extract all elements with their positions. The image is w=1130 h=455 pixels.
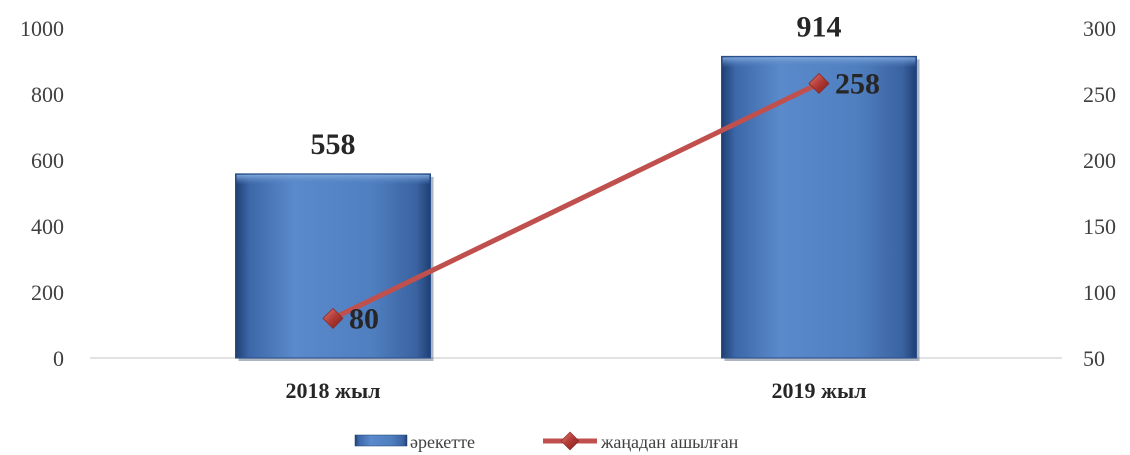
left-axis-ticks: 0 200 400 600 800 1000 [20, 16, 64, 371]
right-tick-label: 300 [1083, 16, 1116, 41]
line-value-label: 80 [349, 302, 379, 335]
bar-highlight [722, 57, 916, 68]
right-tick-label: 150 [1083, 214, 1116, 239]
legend: әрекетте жаңадан ашылған [354, 431, 739, 452]
left-tick-label: 0 [53, 346, 64, 371]
line-point-marker [322, 307, 344, 329]
legend-line-label: жаңадан ашылған [600, 432, 739, 452]
left-tick-label: 800 [31, 82, 64, 107]
bar-value-label: 558 [311, 128, 356, 161]
line-value-label: 258 [835, 67, 880, 100]
line-path [330, 80, 822, 321]
legend-diamond-marker [560, 431, 580, 451]
right-tick-label: 50 [1083, 346, 1105, 371]
bar-series [235, 55, 920, 361]
bar [235, 173, 431, 359]
bar [721, 55, 917, 359]
right-tick-label: 100 [1083, 280, 1116, 305]
left-tick-label: 200 [31, 280, 64, 305]
left-tick-label: 1000 [20, 16, 64, 41]
line-data-labels: 80 258 [349, 67, 880, 335]
line-series [322, 72, 830, 329]
line-point-marker [808, 72, 830, 95]
category-labels: 2018 жыл 2019 жыл [286, 378, 867, 403]
right-axis-ticks: 50 100 150 200 250 300 [1083, 16, 1116, 371]
left-tick-label: 600 [31, 148, 64, 173]
legend-bar-swatch [354, 434, 408, 447]
bar-highlight [236, 174, 430, 185]
legend-bar-label: әрекетте [410, 432, 475, 452]
category-label: 2019 жыл [772, 378, 867, 403]
bar-value-label: 914 [797, 10, 842, 43]
left-tick-label: 400 [31, 214, 64, 239]
right-tick-label: 200 [1083, 148, 1116, 173]
right-tick-label: 250 [1083, 82, 1116, 107]
legend-item-line: жаңадан ашылған [543, 431, 739, 452]
bar-data-labels: 558 914 [311, 10, 842, 160]
category-label: 2018 жыл [286, 378, 381, 403]
legend-item-bar: әрекетте [354, 432, 475, 452]
